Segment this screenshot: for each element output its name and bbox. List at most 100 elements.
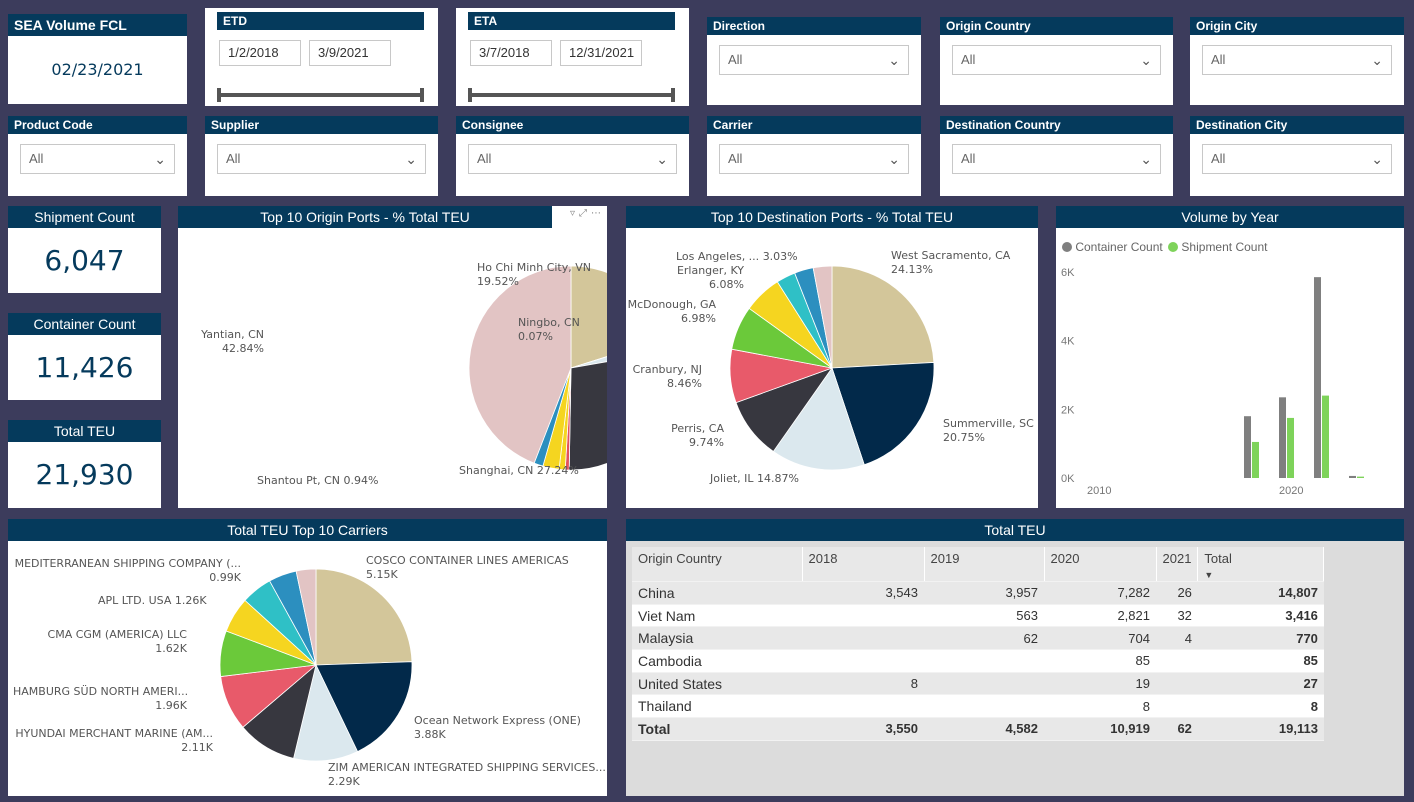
more-options-icon[interactable]: ⋯	[591, 208, 605, 219]
eta-end-handle[interactable]	[671, 88, 675, 102]
destination-country-dropdown[interactable]: All ⌄	[952, 144, 1161, 174]
bar-container-count-2019[interactable]	[1279, 397, 1286, 478]
pie-slice-9[interactable]	[812, 265, 833, 369]
eta-start-input[interactable]: 3/7/2018	[470, 40, 552, 66]
destination-ports-pie[interactable]	[626, 206, 1038, 508]
cell-2018	[802, 604, 924, 628]
focus-mode-icon[interactable]: ⤢	[579, 208, 591, 219]
legend-label-container: Container Count	[1075, 240, 1163, 254]
column-header-2018[interactable]: 2018	[802, 547, 925, 582]
product-code-label: Product Code	[8, 116, 187, 134]
column-header-2020[interactable]: 2020	[1044, 547, 1157, 582]
product-code-dropdown[interactable]: All ⌄	[20, 144, 175, 174]
column-header-total[interactable]: Total ▼	[1197, 547, 1325, 582]
pie-slice-cosco-container-lines-americas[interactable]	[315, 568, 413, 666]
eta-start-handle[interactable]	[468, 88, 472, 102]
volume-by-year-chart[interactable]: Volume by Year Container Count Shipment …	[1056, 206, 1404, 508]
pie-slice-joliet-il[interactable]	[772, 367, 865, 471]
pie-slice-ocean-network-express-one[interactable]	[315, 661, 413, 753]
etd-start-handle[interactable]	[217, 88, 221, 102]
origin-country-dropdown[interactable]: All ⌄	[952, 45, 1161, 75]
cell-2018	[802, 649, 924, 673]
pie-slice-ningbo-filler[interactable]	[570, 338, 607, 369]
pie-slice-west-sacramento-ca[interactable]	[831, 265, 935, 369]
carrier-dropdown[interactable]: All ⌄	[719, 144, 909, 174]
bar-shipment-count-2021[interactable]	[1357, 476, 1364, 478]
y-tick-label: 4K	[1061, 336, 1075, 348]
pie-label-west-sacramento: West Sacramento, CA 24.13%	[891, 249, 1011, 276]
y-tick-label: 2K	[1061, 404, 1075, 416]
bar-shipment-count-2018[interactable]	[1252, 441, 1259, 478]
total-2018: 3,550	[802, 717, 924, 741]
cell-total: 14,807	[1197, 581, 1324, 605]
row-country: Malaysia	[632, 626, 802, 651]
carriers-title: Total TEU Top 10 Carriers	[8, 519, 607, 541]
cell-total: 3,416	[1197, 604, 1324, 628]
pie-slice-9[interactable]	[295, 568, 317, 666]
cell-total: 85	[1197, 649, 1324, 673]
consignee-slicer: Consignee All ⌄	[456, 116, 689, 196]
column-header-2021[interactable]: 2021	[1156, 547, 1199, 582]
bar-container-count-2020[interactable]	[1314, 277, 1321, 478]
pie-label-los-angeles: Los Angeles, ... 3.03%	[676, 250, 798, 263]
destination-city-dropdown[interactable]: All ⌄	[1202, 144, 1392, 174]
report-title: SEA Volume FCL	[8, 14, 187, 36]
pie-label-cranbury: Cranbury, NJ 8.46%	[632, 363, 702, 390]
carriers-chart[interactable]: Total TEU Top 10 Carriers COSCO CONTAINE…	[8, 519, 607, 796]
carriers-pie[interactable]	[8, 519, 607, 796]
etd-start-input[interactable]: 1/2/2018	[219, 40, 301, 66]
pie-label-hamburg: HAMBURG SÜD NORTH AMERI... 1.96K	[13, 685, 189, 712]
pie-slice-ho-chi-minh-city-vn[interactable]	[570, 265, 607, 369]
eta-end-input[interactable]: 12/31/2021	[560, 40, 642, 66]
bar-container-count-2021[interactable]	[1349, 475, 1356, 478]
origin-ports-pie[interactable]	[178, 206, 607, 508]
destination-country-value: All	[961, 151, 976, 166]
bar-shipment-count-2019[interactable]	[1287, 417, 1294, 478]
pie-label-ningbo: Ningbo, CN 0.07%	[518, 316, 580, 343]
destination-country-slicer: Destination Country All ⌄	[940, 116, 1173, 196]
origin-city-dropdown[interactable]: All ⌄	[1202, 45, 1392, 75]
total-teu-label: Total TEU	[8, 420, 161, 442]
bar-shipment-count-2020[interactable]	[1322, 395, 1329, 478]
table-row: Cambodia 85 85	[632, 649, 1324, 673]
bar-container-count-2018[interactable]	[1244, 416, 1251, 478]
consignee-dropdown[interactable]: All ⌄	[468, 144, 677, 174]
etd-range-track[interactable]	[219, 93, 423, 97]
cell-2018: 8	[802, 672, 924, 696]
pie-slice-summerville-sc[interactable]	[831, 362, 935, 466]
etd-slicer: ETD 1/2/2018 3/9/2021	[205, 8, 438, 106]
row-country: Cambodia	[632, 649, 802, 673]
visual-header-icons[interactable]: ▿⤢⋯	[570, 208, 605, 219]
direction-dropdown[interactable]: All ⌄	[719, 45, 909, 75]
pie-label-joliet: Joliet, IL 14.87%	[710, 472, 799, 485]
table-row: Thailand 8 8	[632, 694, 1324, 719]
origin-ports-chart[interactable]: Top 10 Origin Ports - % Total TEU ▿⤢⋯ Ho…	[178, 206, 607, 508]
carrier-value: All	[728, 151, 743, 166]
volume-bar-plot[interactable]: 0K 2K 4K 6K 2010 2020	[1056, 206, 1404, 508]
legend-label-shipment: Shipment Count	[1181, 240, 1268, 254]
pie-label-shanghai: Shanghai, CN 27.24%	[459, 464, 579, 477]
sort-descending-icon: ▼	[1204, 570, 1214, 580]
pie-label-cma-cgm: CMA CGM (AMERICA) LLC 1.62K	[47, 628, 187, 655]
origin-city-slicer: Origin City All ⌄	[1190, 17, 1404, 105]
pie-slice-yantian-cn[interactable]	[468, 265, 572, 464]
column-header-origin-country[interactable]: Origin Country	[632, 547, 803, 582]
eta-range-track[interactable]	[470, 93, 674, 97]
eta-slicer: ETA 3/7/2018 12/31/2021	[456, 8, 689, 106]
cell-2019	[924, 649, 1044, 673]
destination-ports-chart[interactable]: Top 10 Destination Ports - % Total TEU W…	[626, 206, 1038, 508]
etd-end-handle[interactable]	[420, 88, 424, 102]
origin-country-value: All	[961, 52, 976, 67]
filter-icon[interactable]: ▿	[569, 208, 579, 219]
direction-slicer: Direction All ⌄	[707, 17, 921, 105]
column-header-2019[interactable]: 2019	[924, 547, 1045, 582]
pie-slice-zim-american-integrated-shipping-services[interactable]	[293, 663, 359, 762]
pie-label-one: Ocean Network Express (ONE) 3.88K	[414, 714, 581, 741]
legend-marker-shipment	[1168, 242, 1179, 252]
etd-end-input[interactable]: 3/9/2021	[309, 40, 391, 66]
pie-label-cosco: COSCO CONTAINER LINES AMERICAS 5.15K	[366, 554, 569, 581]
supplier-dropdown[interactable]: All ⌄	[217, 144, 426, 174]
pie-slice-shanghai-cn[interactable]	[568, 350, 607, 471]
total-2019: 4,582	[924, 717, 1044, 741]
cell-2020: 19	[1044, 672, 1156, 696]
